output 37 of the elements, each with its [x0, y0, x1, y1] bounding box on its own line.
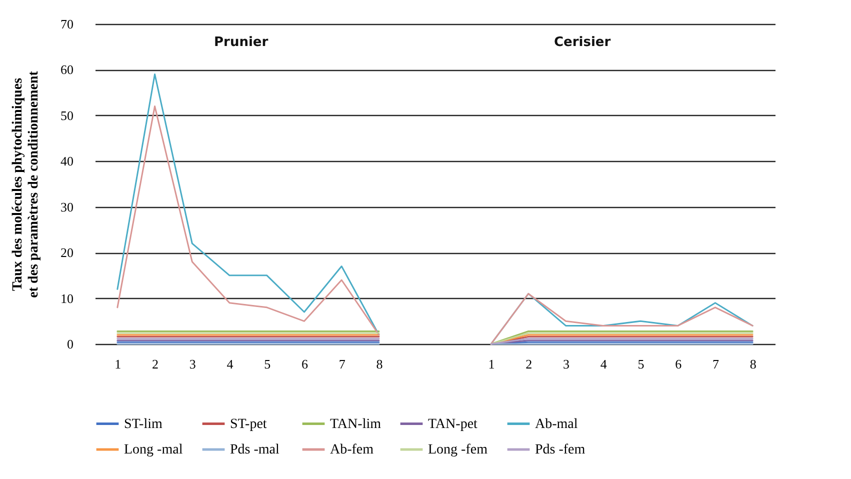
y-tick-label: 20 [60, 245, 74, 260]
x-tick-label: 4 [226, 356, 234, 372]
y-tick-label: 50 [60, 108, 74, 123]
x-tick-label: 4 [600, 356, 608, 372]
legend-label: Pds -fem [535, 442, 586, 458]
x-tick-label: 5 [264, 356, 271, 372]
y-tick-label: 10 [60, 290, 74, 306]
legend-label: Ab-mal [535, 416, 578, 432]
x-tick-label: 5 [638, 356, 644, 372]
x-tick-label: 2 [152, 356, 159, 372]
y-tick-label: 60 [60, 62, 74, 78]
legend-label: Pds -mal [230, 442, 280, 458]
y-tick-label: 70 [60, 16, 74, 32]
x-tick-label: 1 [114, 356, 122, 372]
x-tick-label: 7 [712, 356, 720, 372]
x-tick-label: 8 [750, 356, 756, 372]
y-tick-label: 0 [67, 336, 74, 352]
y-tick-label: 40 [60, 154, 74, 169]
legend-label: ST-pet [230, 416, 267, 432]
legend-label: Long -fem [428, 442, 488, 458]
x-tick-label: 6 [675, 356, 682, 372]
legend-label: Ab-fem [330, 442, 374, 458]
legend-label: ST-lim [124, 416, 162, 432]
y-axis-title: Taux des molécules phytochimiques et des paramètres de conditionnement [10, 70, 42, 298]
annotation: Prunier [214, 35, 269, 50]
y-tick-label: 30 [60, 199, 74, 214]
x-tick-label: 8 [376, 356, 383, 372]
x-tick-label: 3 [563, 356, 570, 372]
x-tick-label: 7 [338, 356, 346, 372]
x-tick-label: 3 [189, 356, 196, 372]
x-tick-label: 2 [526, 356, 532, 372]
legend-label: TAN-lim [330, 416, 382, 432]
annotation: Cerisier [554, 35, 612, 50]
legend-label: Long -mal [124, 442, 183, 458]
x-tick-label: 1 [488, 356, 495, 372]
x-tick-label: 6 [301, 356, 308, 372]
legend-label: TAN-pet [428, 416, 478, 432]
